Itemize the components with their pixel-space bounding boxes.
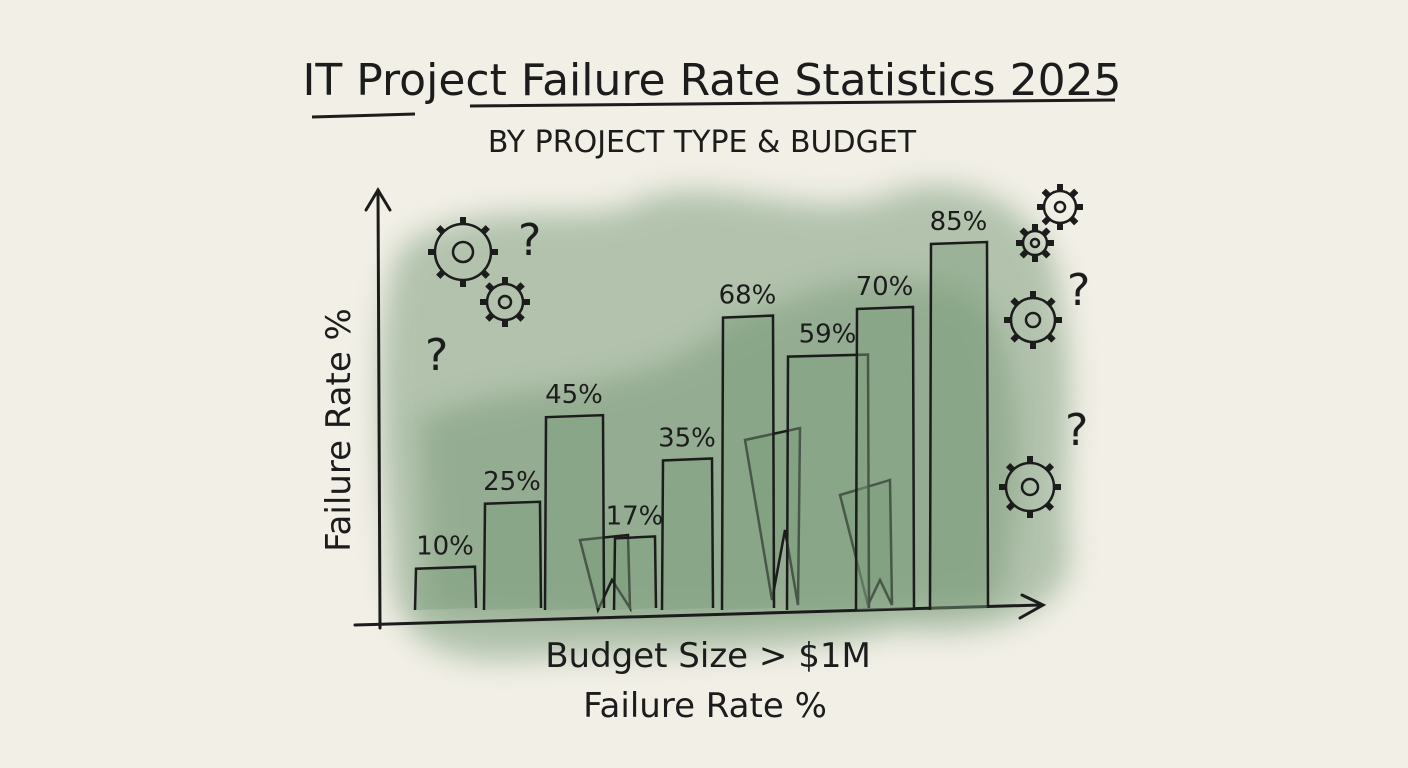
bar-value-label: 85% (930, 207, 988, 237)
x-axis-arrow (1018, 593, 1047, 620)
bar (543, 413, 606, 611)
bar-value-label: 45% (545, 380, 603, 410)
bar (928, 240, 990, 611)
gear-icon (1037, 184, 1083, 230)
bar-value-label: 70% (856, 272, 914, 302)
x-axis-label-secondary: Failure Rate % (583, 686, 827, 726)
bar (660, 457, 715, 611)
title-underline (311, 98, 1116, 119)
gear-icon (1016, 224, 1054, 262)
bar-value-label: 10% (416, 532, 474, 562)
question-mark-icon: ? (1067, 265, 1090, 316)
bar (785, 353, 871, 611)
decorations (428, 184, 1083, 518)
question-mark-icon: ? (1065, 405, 1088, 456)
x-axis (353, 603, 1042, 627)
question-mark-icons: ? ? ? ? (425, 215, 1090, 456)
y-axis-arrow (364, 187, 392, 212)
bar (720, 314, 776, 611)
axes (353, 187, 1047, 630)
bar (413, 565, 478, 611)
gear-icon (480, 277, 530, 327)
bar-value-label: 25% (483, 467, 541, 497)
y-axis-label: Failure Rate % (319, 308, 359, 552)
chart-title: IT Project Failure Rate Statistics 2025 (302, 55, 1121, 106)
bar-labels: 10% 25% 45% 17% 35% 68% 59% 70% 85% (416, 207, 987, 562)
question-mark-icon: ? (518, 215, 541, 266)
bar-value-label: 68% (719, 281, 777, 311)
bar-value-label: 17% (606, 501, 664, 531)
x-axis-label: Budget Size > $1M (545, 636, 871, 676)
bar-value-label: 35% (658, 423, 716, 453)
question-mark-icon: ? (425, 330, 448, 381)
bars (413, 240, 990, 611)
bar (612, 535, 658, 611)
gear-icon (1004, 291, 1062, 349)
y-axis (376, 188, 382, 630)
gear-icon (999, 456, 1061, 518)
gear-icon (428, 217, 498, 287)
chart-subtitle: BY PROJECT TYPE & BUDGET (488, 125, 917, 160)
bar-value-label: 59% (799, 320, 857, 350)
bar (854, 305, 916, 611)
bar (482, 500, 543, 611)
